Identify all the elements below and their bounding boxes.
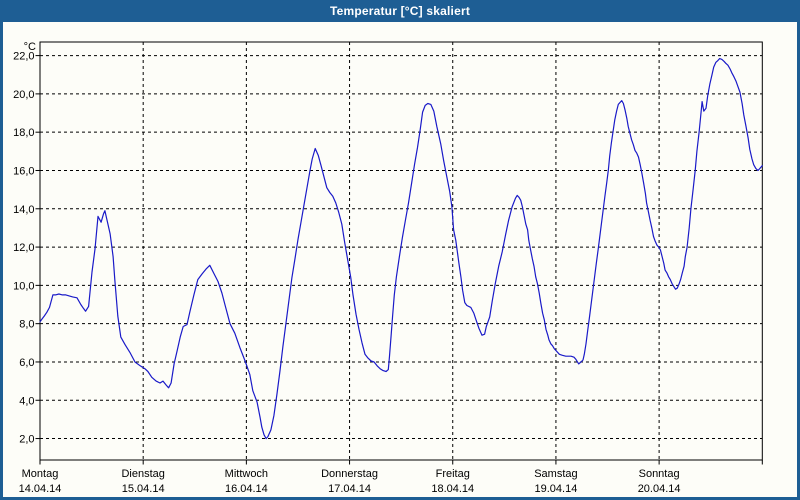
y-axis-label: 12,0 bbox=[13, 242, 34, 254]
window-title: Temperatur [°C] skaliert bbox=[329, 4, 471, 18]
x-axis-day-label: Dienstag bbox=[121, 468, 164, 480]
x-axis-date-label: 15.04.14 bbox=[122, 483, 165, 495]
chart-container: 22,0 20,0 18,0 16,0 14,0 12,0 10,0 8,0 6,0 4,0 2,0… bbox=[3, 22, 797, 497]
title-bar: Temperatur [°C] skaliert bbox=[0, 0, 800, 22]
plot-border bbox=[39, 41, 763, 461]
x-axis-date-label: 18.04.14 bbox=[431, 483, 474, 495]
x-axis-date-label: 20.04.14 bbox=[638, 483, 681, 495]
y-axis-unit: °C bbox=[24, 41, 36, 53]
x-axis-date-label: 14.04.14 bbox=[19, 483, 62, 495]
x-axis-day-label: Donnerstag bbox=[321, 468, 378, 480]
x-axis-day-label: Sonntag bbox=[639, 468, 680, 480]
y-axis-label: 14,0 bbox=[13, 204, 34, 216]
y-axis-label: 8,0 bbox=[19, 319, 34, 331]
temperature-chart: 22,0 20,0 18,0 16,0 14,0 12,0 10,0 8,0 6,0 4,0 2,0… bbox=[13, 41, 763, 495]
x-axis-day-label: Montag bbox=[22, 468, 59, 480]
y-axis-label: 20,0 bbox=[13, 89, 34, 101]
x-axis-day-label: Mittwoch bbox=[225, 468, 268, 480]
y-axis-label: 10,0 bbox=[13, 280, 34, 292]
temperature-line bbox=[39, 57, 763, 440]
y-axis-label: 4,0 bbox=[19, 395, 34, 407]
y-axis-label: 18,0 bbox=[13, 127, 34, 139]
x-axis-date-label: 17.04.14 bbox=[328, 483, 371, 495]
y-axis-label: 16,0 bbox=[13, 165, 34, 177]
y-axis-label: 6,0 bbox=[19, 357, 34, 369]
x-axis-day-label: Samstag bbox=[534, 468, 577, 480]
x-axis-date-label: 19.04.14 bbox=[535, 483, 578, 495]
x-axis-date-label: 16.04.14 bbox=[225, 483, 268, 495]
y-axis-label: 2,0 bbox=[19, 434, 34, 446]
x-axis-day-label: Freitag bbox=[436, 468, 470, 480]
y-axis-label: 22,0 bbox=[13, 51, 34, 63]
